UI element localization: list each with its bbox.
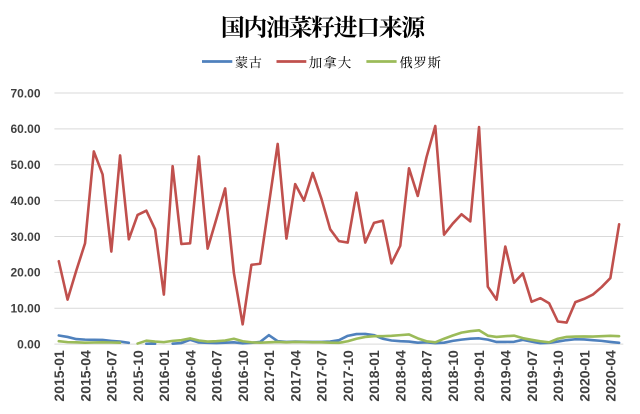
svg-text:50.00: 50.00 (10, 158, 40, 172)
svg-text:2015-04: 2015-04 (77, 350, 93, 402)
svg-text:2016-07: 2016-07 (209, 350, 225, 402)
svg-text:60.00: 60.00 (10, 122, 40, 136)
svg-text:2020-01: 2020-01 (576, 350, 592, 402)
svg-text:2017-07: 2017-07 (314, 350, 330, 402)
svg-text:2016-01: 2016-01 (156, 350, 172, 402)
svg-text:20.00: 20.00 (10, 266, 40, 280)
svg-text:70.00: 70.00 (10, 86, 40, 100)
svg-text:2015-07: 2015-07 (104, 350, 120, 402)
svg-text:0.00: 0.00 (17, 337, 41, 351)
svg-text:2019-10: 2019-10 (550, 350, 566, 402)
svg-text:2015-10: 2015-10 (130, 350, 146, 402)
svg-text:2016-04: 2016-04 (182, 350, 198, 402)
svg-text:2018-10: 2018-10 (445, 350, 461, 402)
svg-text:2016-10: 2016-10 (235, 350, 251, 402)
svg-text:2019-07: 2019-07 (524, 350, 540, 402)
svg-text:2018-04: 2018-04 (392, 350, 408, 402)
svg-text:2019-04: 2019-04 (498, 350, 514, 402)
svg-text:30.00: 30.00 (10, 230, 40, 244)
svg-text:2017-01: 2017-01 (261, 350, 277, 402)
svg-text:2020-04: 2020-04 (603, 350, 619, 402)
svg-text:2018-01: 2018-01 (366, 350, 382, 402)
svg-text:40.00: 40.00 (10, 194, 40, 208)
svg-text:2017-10: 2017-10 (340, 350, 356, 402)
svg-text:2015-01: 2015-01 (51, 350, 67, 402)
svg-text:2018-07: 2018-07 (419, 350, 435, 402)
svg-text:2019-01: 2019-01 (471, 350, 487, 402)
svg-text:10.00: 10.00 (10, 302, 40, 316)
svg-text:2017-04: 2017-04 (287, 350, 303, 402)
